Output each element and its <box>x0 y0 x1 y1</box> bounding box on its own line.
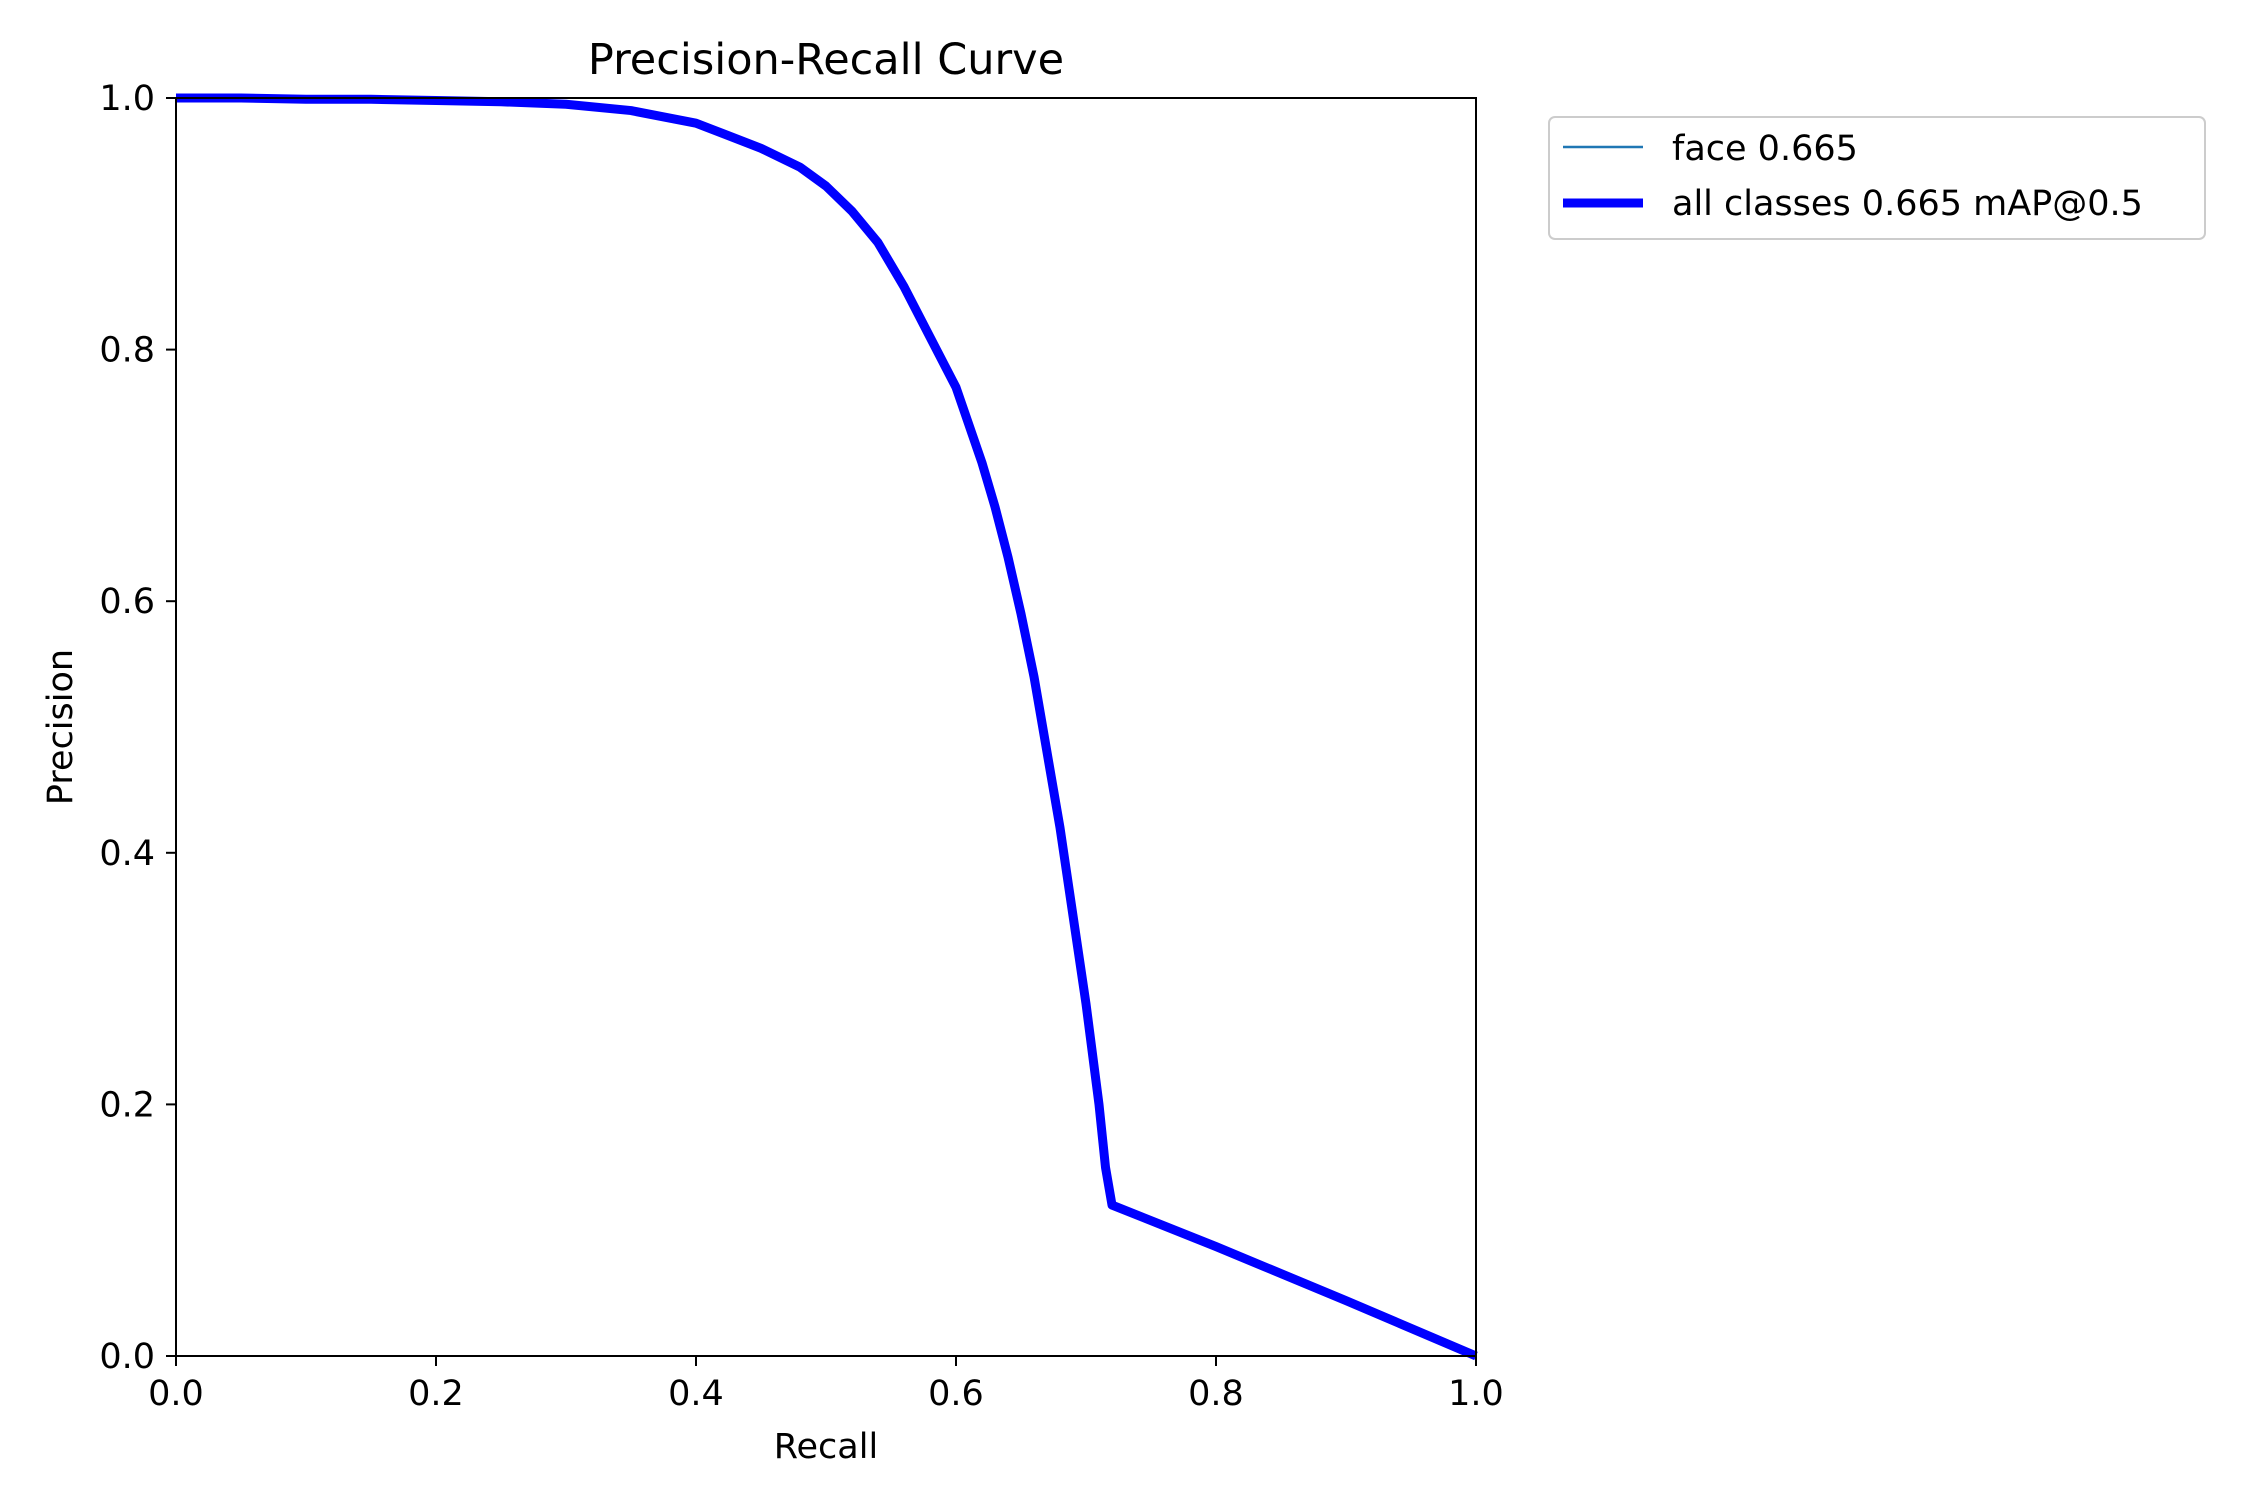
x-tick-label: 0.0 <box>148 1374 204 1414</box>
x-axis-label: Recall <box>774 1427 878 1467</box>
legend-frame <box>1548 116 2206 240</box>
y-tick-label: 0.8 <box>99 331 155 371</box>
y-tick-label: 0.4 <box>99 834 155 874</box>
legend-label-all-classes: all classes 0.665 mAP@0.5 <box>1672 184 2143 224</box>
chart-title: Precision-Recall Curve <box>588 35 1064 85</box>
x-tick-label: 1.0 <box>1448 1374 1504 1414</box>
series-line-all-classes <box>176 93 1478 1361</box>
y-axis-label: Precision <box>41 649 81 805</box>
y-tick-label: 0.2 <box>99 1085 155 1125</box>
y-tick-label: 0.0 <box>99 1337 155 1377</box>
series-layer <box>176 93 1478 1361</box>
x-tick-label: 0.6 <box>928 1374 984 1414</box>
y-tick-label: 1.0 <box>99 79 155 119</box>
x-axis: 0.0 0.2 0.4 0.6 0.8 1.0 <box>148 1356 1504 1414</box>
plot-frame <box>175 97 1477 1357</box>
y-axis: 0.0 0.2 0.4 0.6 0.8 1.0 <box>99 79 176 1377</box>
x-tick-label: 0.8 <box>1188 1374 1244 1414</box>
x-tick-label: 0.2 <box>408 1374 464 1414</box>
plot-area <box>175 93 1478 1361</box>
legend-label-face: face 0.665 <box>1672 129 1858 169</box>
x-tick-label: 0.4 <box>668 1374 724 1414</box>
y-tick-label: 0.6 <box>99 582 155 622</box>
legend: face 0.665 all classes 0.665 mAP@0.5 <box>1548 116 2206 240</box>
